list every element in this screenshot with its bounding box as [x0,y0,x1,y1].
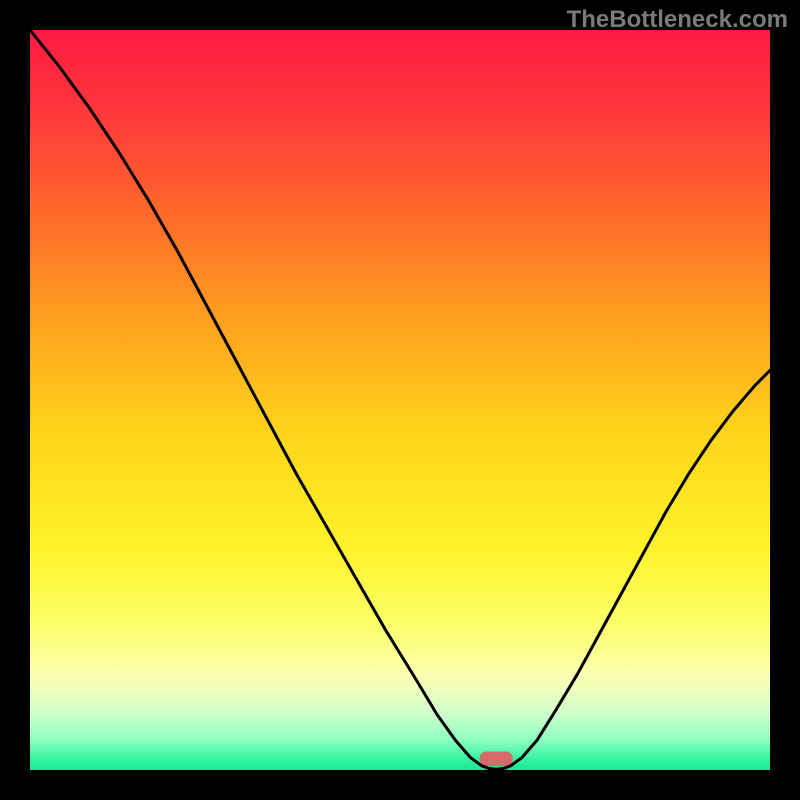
watermark-text: TheBottleneck.com [567,6,788,34]
chart-container: TheBottleneck.com [0,0,800,800]
valley-marker [480,752,513,767]
bottleneck-chart [0,0,800,800]
plot-gradient-background [30,30,770,770]
